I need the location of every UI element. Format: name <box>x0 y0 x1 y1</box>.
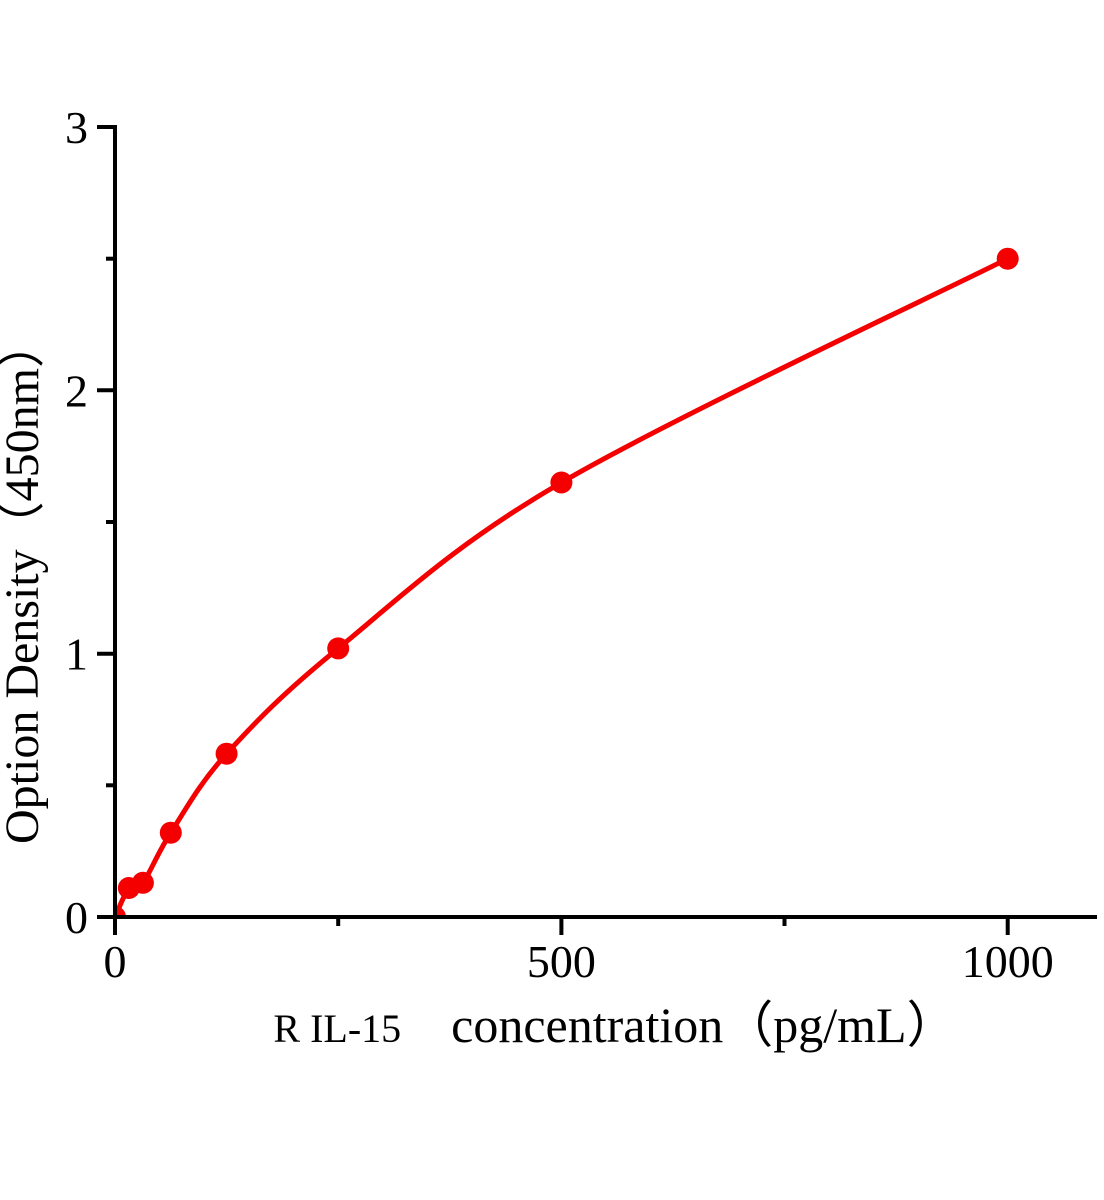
axes-layer <box>97 125 1097 935</box>
data-point-marker <box>131 871 154 894</box>
data-point-marker <box>327 637 350 660</box>
y-tick-label: 3 <box>65 102 88 153</box>
tick-label-layer: 0 500 1000 0 1 2 3 <box>65 102 1054 987</box>
x-axis-title: R IL-15 concentration（pg/mL） <box>273 997 956 1053</box>
x-tick-label: 1000 <box>962 936 1054 987</box>
y-tick-label: 0 <box>65 892 88 943</box>
curve-line <box>113 256 1009 917</box>
x-axis-title-main: concentration（pg/mL） <box>451 997 956 1053</box>
y-tick-label: 2 <box>65 365 88 416</box>
data-point-marker <box>159 821 182 844</box>
x-axis-title-prefix: R IL-15 <box>273 1006 401 1051</box>
x-tick-label: 0 <box>104 936 127 987</box>
y-axis-title: Option Density（450nm） <box>0 320 49 844</box>
data-point-marker <box>215 742 238 765</box>
y-tick-label: 1 <box>65 629 88 680</box>
x-tick-label: 500 <box>527 936 596 987</box>
data-point-marker <box>996 247 1019 270</box>
data-point-marker <box>550 471 573 494</box>
data-series-layer <box>113 247 1019 917</box>
axis-spines <box>113 125 1097 919</box>
